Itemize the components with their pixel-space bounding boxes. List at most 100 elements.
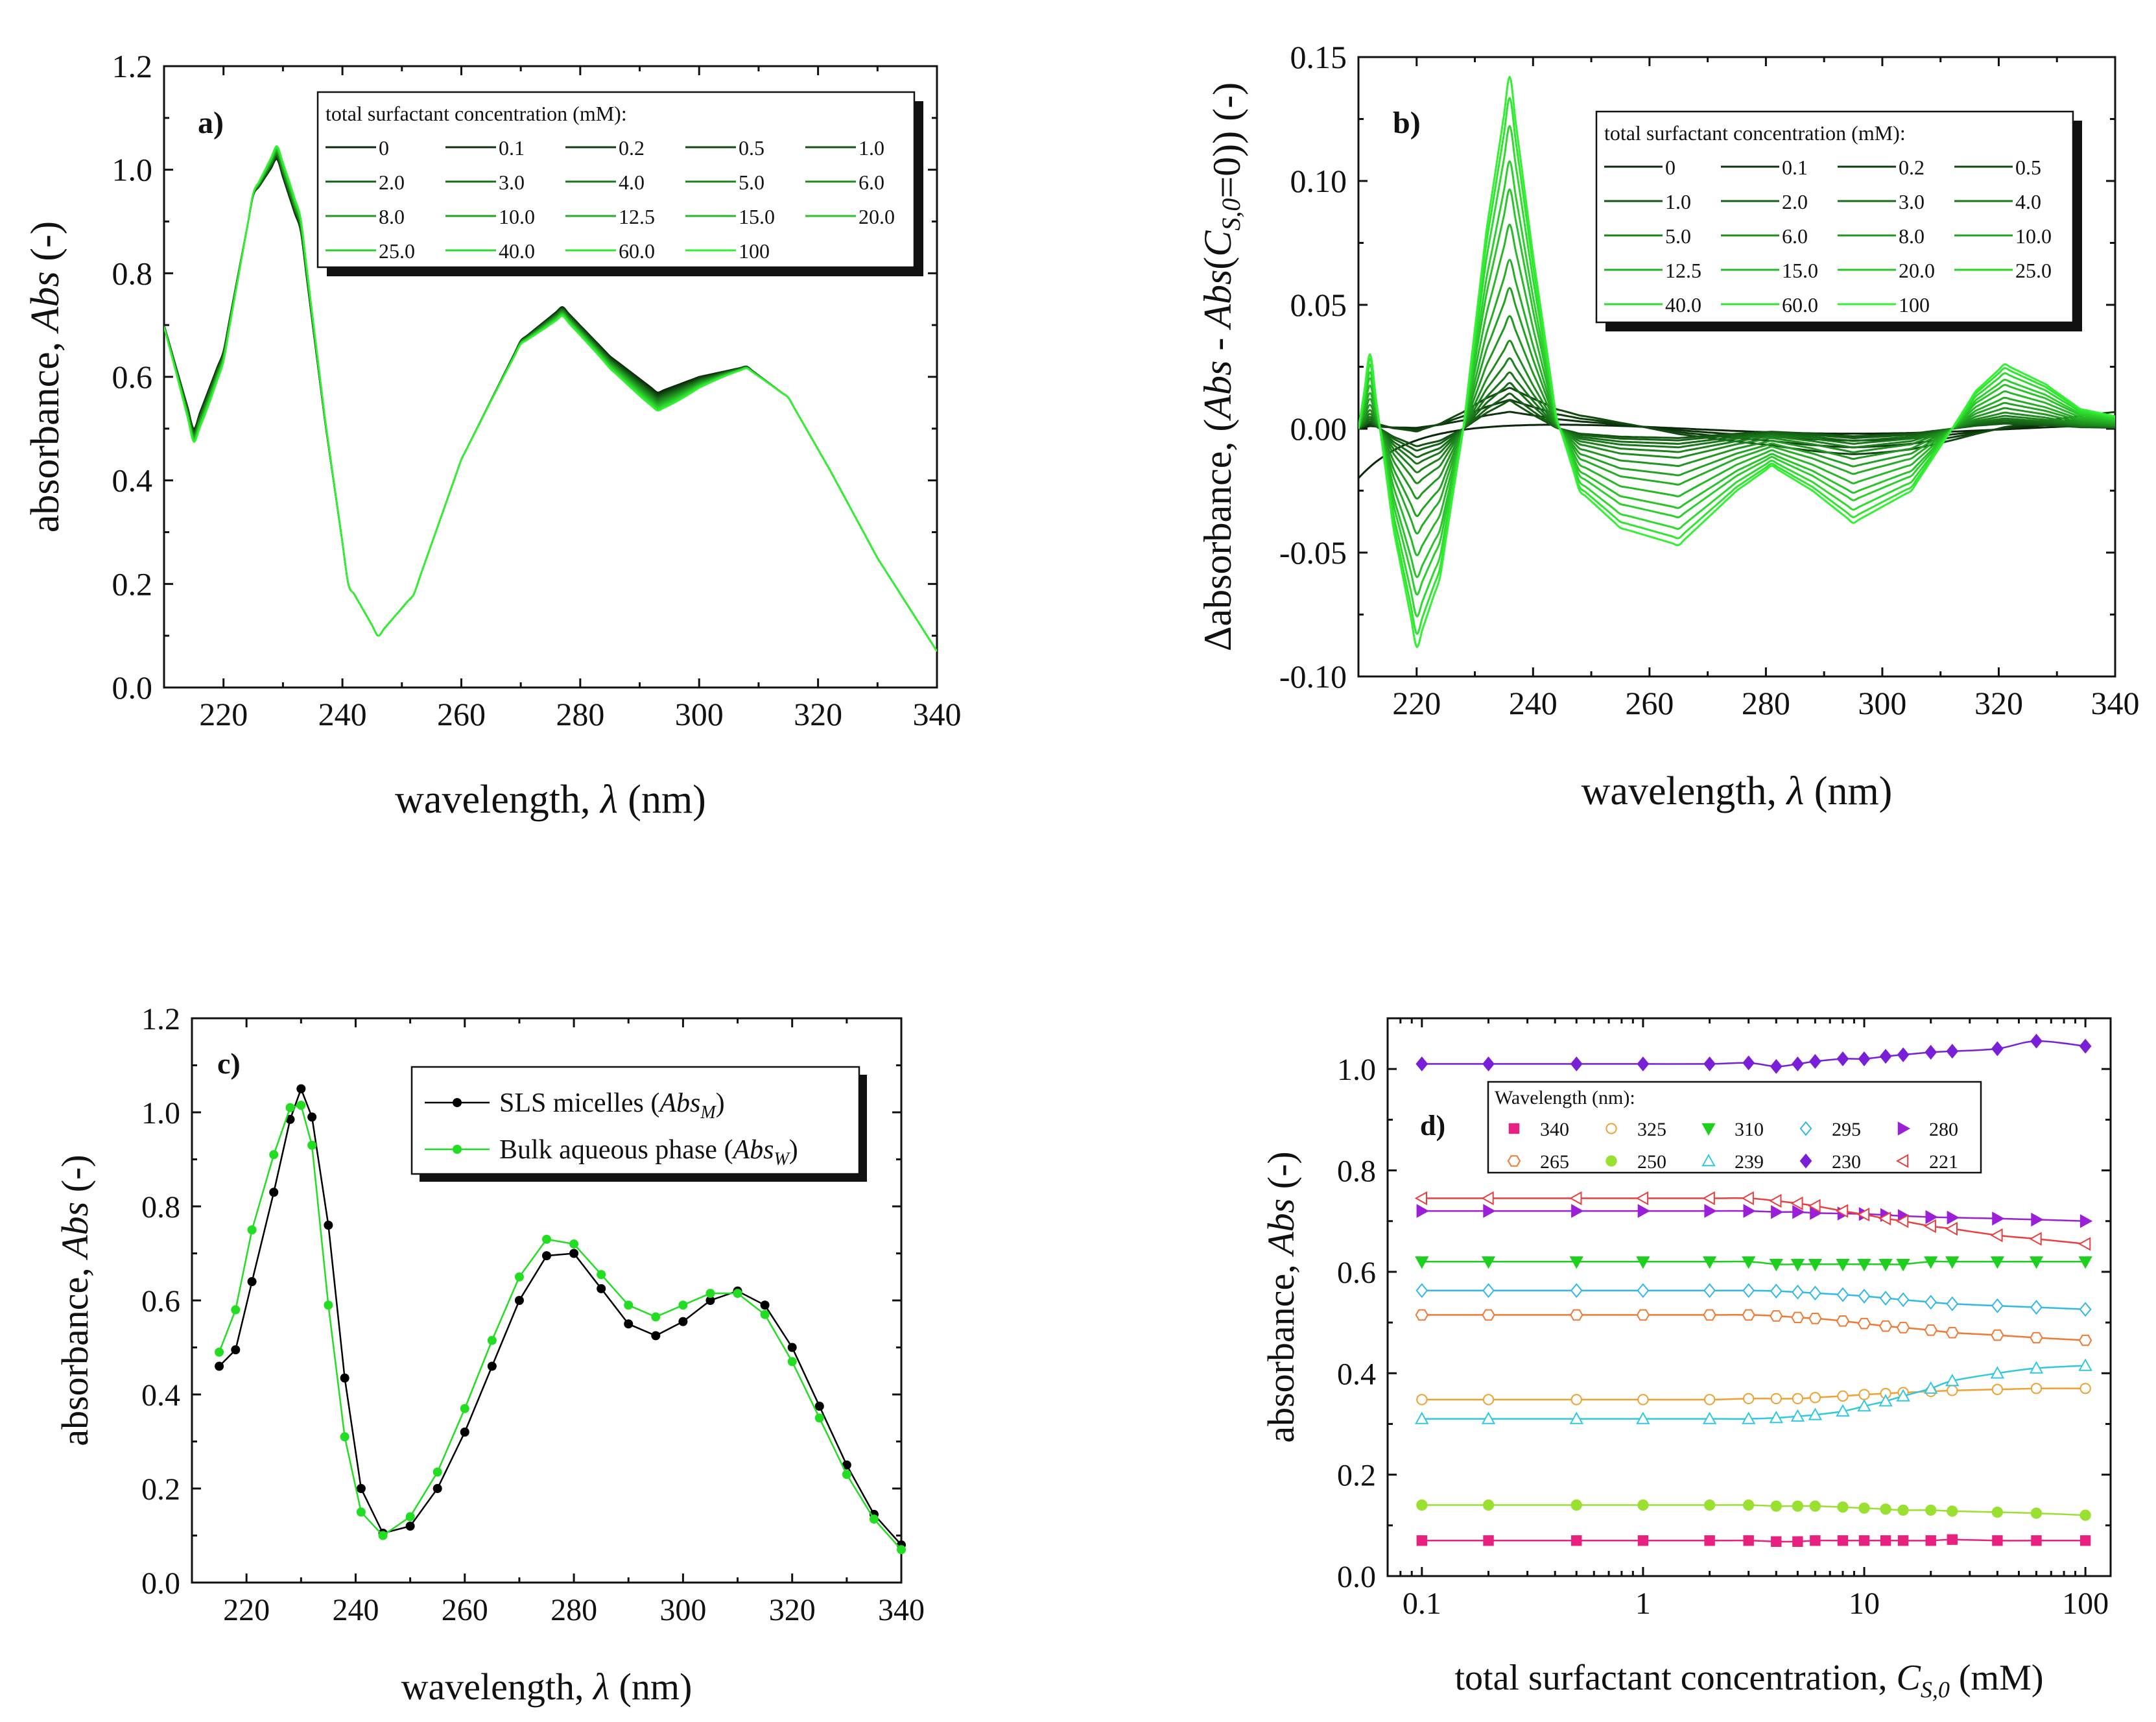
panel-a-curves (164, 145, 937, 652)
legend-label-100: 100 (739, 239, 770, 263)
legend-label-12.5: 12.5 (1665, 259, 1701, 282)
panel-label-c: c) (217, 1047, 241, 1080)
data-point-221 (1835, 1204, 1849, 1218)
y-tick-label: 0.8 (141, 1190, 180, 1225)
x-axis-label-symbol: λ (599, 778, 618, 822)
bulk-point (487, 1335, 497, 1345)
data-point-239 (1924, 1381, 1938, 1394)
legend-label-340: 340 (1540, 1119, 1569, 1140)
panel-a-spectra: 220 240 260 280 300 320 340 0.0 0.2 0.4 0.6 0.8 1.0 1… (23, 48, 962, 822)
difference-curve-40.0 (1358, 125, 2115, 617)
data-point-221 (1808, 1199, 1821, 1213)
data-point-265 (1857, 1317, 1871, 1330)
x-axis-label-text: wavelength, (1581, 769, 1787, 813)
bulk-point (733, 1289, 742, 1298)
x-tick-label: 240 (332, 1593, 379, 1627)
y-axis-label-unit: (-) (54, 1154, 96, 1201)
data-point-221 (1945, 1221, 1958, 1236)
data-point-221 (1878, 1212, 1891, 1226)
data-point-250 (1897, 1504, 1909, 1516)
data-point-265 (2078, 1334, 2092, 1346)
y-tick-label: 0.6 (112, 359, 153, 395)
legend-title: total surfactant concentration (mM): (326, 102, 627, 125)
data-point-239 (1945, 1373, 1960, 1387)
legend-label-230: 230 (1832, 1151, 1861, 1173)
legend-label-265: 265 (1540, 1151, 1569, 1173)
x-axis-label-subscript: S,0 (1921, 1677, 1950, 1703)
data-point-265 (1770, 1310, 1783, 1322)
difference-curve-15.0 (1358, 223, 2115, 556)
legend-label-10.0: 10.0 (499, 205, 535, 228)
y-axis-label-part: Abs (1196, 270, 1239, 331)
difference-curve-10.0 (1358, 287, 2115, 518)
data-point-340 (1771, 1536, 1782, 1548)
bulk-point (307, 1140, 317, 1150)
data-point-295 (1637, 1283, 1650, 1298)
legend-marker-265 (1507, 1155, 1521, 1167)
legend-label-239: 239 (1735, 1151, 1764, 1173)
fit-line-280 (1421, 1210, 2086, 1222)
fit-line-295 (1421, 1289, 2086, 1311)
legend-label-40.0: 40.0 (1665, 293, 1701, 317)
data-point-265 (1836, 1315, 1850, 1327)
legend-marker-250 (1605, 1155, 1617, 1167)
data-point-295 (1879, 1291, 1892, 1306)
data-point-221 (1741, 1191, 1754, 1206)
bulk-point (269, 1150, 279, 1160)
legend-label-0.1: 0.1 (1782, 156, 1808, 179)
data-point-295 (1742, 1283, 1755, 1298)
x-axis-label-text: wavelength, (395, 778, 600, 822)
legend-label-10.0: 10.0 (2015, 224, 2052, 248)
data-point-325 (1703, 1394, 1716, 1405)
fit-line-239 (1421, 1365, 2086, 1420)
data-point-239 (1481, 1411, 1496, 1424)
x-axis-label-unit: (nm) (1804, 769, 1892, 813)
legend-label-15.0: 15.0 (1782, 259, 1818, 282)
y-axis-label-text: absorbance, (23, 331, 67, 532)
data-point-221 (1414, 1191, 1427, 1206)
data-point-295 (2079, 1302, 2092, 1317)
bulk-point (624, 1300, 634, 1310)
difference-curve-8.0 (1358, 315, 2115, 500)
data-point-310 (1636, 1256, 1650, 1269)
legend-label-2.0: 2.0 (1782, 190, 1808, 213)
legend-label-0: 0 (1665, 156, 1676, 179)
data-point-325 (1809, 1392, 1821, 1404)
panel-c-micelle-vs-bulk: 220 240 260 280 300 320 340 0.0 0.2 0.4 0.6 0.8 1.0 1… (54, 1002, 925, 1708)
legend-marker (453, 1098, 462, 1107)
legend-marker-239 (1701, 1153, 1716, 1167)
data-point-340 (2079, 1535, 2091, 1546)
data-point-340 (1571, 1535, 1582, 1546)
y-tick-label: 0.4 (1337, 1357, 1376, 1391)
data-point-221 (1635, 1191, 1649, 1206)
micelles-point (542, 1251, 551, 1261)
data-point-340 (1743, 1535, 1754, 1546)
legend-label-221: 221 (1929, 1151, 1958, 1173)
data-point-310 (1990, 1256, 2005, 1269)
y-tick-label: 1.0 (1337, 1053, 1376, 1087)
y-axis-label-part: S,0 (1216, 198, 1246, 231)
x-axis-label-symbol: λ (1785, 769, 1804, 813)
x-tick-label: 220 (1392, 685, 1441, 721)
data-point-340 (2031, 1535, 2042, 1546)
difference-curve-60.0 (1358, 97, 2115, 635)
data-point-230 (1897, 1047, 1910, 1062)
x-axis-label-unit: (nm) (618, 778, 706, 822)
legend-box (316, 91, 916, 269)
difference-curve-4.0 (1358, 371, 2115, 465)
data-point-310 (1481, 1256, 1496, 1269)
data-point-325 (1743, 1393, 1755, 1405)
difference-curve-6.0 (1358, 339, 2115, 484)
data-point-325 (1858, 1389, 1870, 1400)
x-tick-label: 220 (223, 1593, 270, 1627)
data-point-221 (1856, 1207, 1870, 1222)
micelles-point (514, 1296, 524, 1305)
bulk-point (405, 1512, 415, 1522)
x-axis-label-symbol: C (1897, 1658, 1921, 1698)
micelles-point (247, 1277, 257, 1286)
y-axis-label-part: - (1196, 328, 1239, 361)
legend-label-0.1: 0.1 (499, 136, 525, 160)
legend-label-325: 325 (1637, 1119, 1666, 1140)
data-point-310 (1415, 1256, 1429, 1269)
data-point-325 (1570, 1394, 1582, 1405)
